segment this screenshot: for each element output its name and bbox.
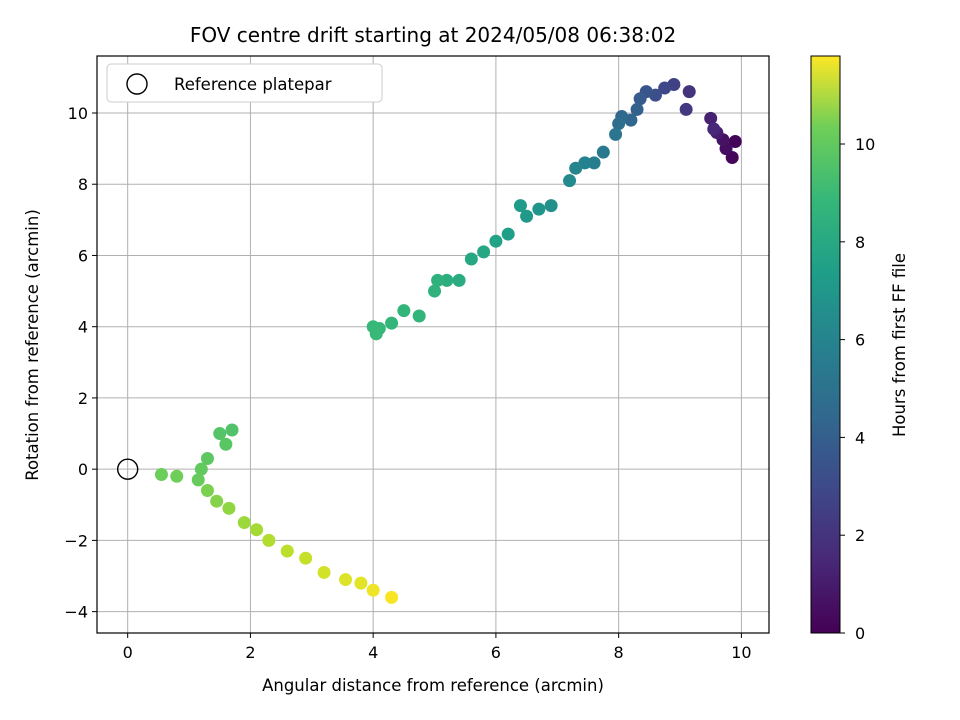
data-point xyxy=(532,202,546,216)
y-tick-label: 2 xyxy=(78,389,88,408)
colorbar: 0 2 4 6 8 10 Hours from first FF file xyxy=(810,55,909,643)
data-point xyxy=(317,565,331,579)
x-tick-label: 8 xyxy=(614,643,624,662)
data-point xyxy=(707,122,721,136)
colorbar-ticks: 0 2 4 6 8 10 xyxy=(840,135,875,643)
data-point xyxy=(385,590,399,604)
reference-marker xyxy=(116,458,139,480)
legend-box xyxy=(106,63,383,103)
plot-frame xyxy=(96,55,770,634)
data-point xyxy=(262,533,276,547)
colorbar-label: Hours from first FF file xyxy=(890,253,909,437)
x-tick-label: 4 xyxy=(368,643,378,662)
data-point xyxy=(596,145,610,159)
x-tick-label: 6 xyxy=(491,643,501,662)
data-point xyxy=(366,583,380,597)
data-point xyxy=(563,174,577,188)
data-point xyxy=(225,423,239,437)
colorbar-gradient xyxy=(810,55,841,634)
data-point xyxy=(658,81,672,95)
data-point xyxy=(704,111,718,125)
data-point xyxy=(219,437,233,451)
colorbar-tick-label: 6 xyxy=(855,331,865,350)
colorbar-tick-label: 4 xyxy=(855,428,865,447)
data-point xyxy=(612,117,626,131)
data-point xyxy=(237,516,251,530)
data-point xyxy=(280,544,294,558)
data-point xyxy=(194,462,208,476)
colorbar-tick-label: 2 xyxy=(855,526,865,545)
y-axis-ticks: −4 −2 0 2 4 6 8 10 xyxy=(64,104,97,622)
data-point xyxy=(501,227,515,241)
legend-label: Reference platepar xyxy=(174,75,332,94)
y-tick-label: −2 xyxy=(64,531,88,550)
x-axis-label: Angular distance from reference (arcmin) xyxy=(262,676,604,695)
data-point xyxy=(513,199,527,213)
data-point xyxy=(679,102,693,116)
legend: Reference platepar xyxy=(106,63,383,103)
y-axis-label: Rotation from reference (arcmin) xyxy=(23,209,42,481)
data-point xyxy=(452,273,466,287)
chart-title: FOV centre drift starting at 2024/05/08 … xyxy=(190,23,676,47)
data-point xyxy=(200,451,214,465)
data-point xyxy=(191,473,205,487)
data-point xyxy=(428,284,442,298)
data-point xyxy=(520,209,534,223)
data-point xyxy=(339,573,353,587)
data-point xyxy=(464,252,478,266)
x-tick-label: 0 xyxy=(123,643,133,662)
data-point xyxy=(440,273,454,287)
data-point xyxy=(412,309,426,323)
legend-marker-icon xyxy=(126,73,148,95)
colorbar-tick-label: 0 xyxy=(855,624,865,643)
colorbar-tick-label: 10 xyxy=(855,135,875,154)
colorbar-tick-label: 8 xyxy=(855,233,865,252)
data-point xyxy=(569,161,583,175)
data-point xyxy=(587,156,601,170)
data-point xyxy=(489,234,503,248)
data-point xyxy=(250,523,264,537)
x-tick-label: 2 xyxy=(245,643,255,662)
data-point xyxy=(210,494,224,508)
y-tick-label: 8 xyxy=(78,175,88,194)
data-point xyxy=(170,469,184,483)
data-point xyxy=(369,327,383,341)
y-tick-label: 4 xyxy=(78,318,88,337)
grid xyxy=(97,56,769,633)
data-point xyxy=(544,199,558,213)
data-point xyxy=(385,316,399,330)
y-tick-label: 0 xyxy=(78,460,88,479)
x-tick-label: 10 xyxy=(731,643,751,662)
data-point xyxy=(213,427,227,441)
data-point xyxy=(397,304,411,318)
data-point xyxy=(299,551,313,565)
data-point xyxy=(222,501,236,515)
data-point xyxy=(431,273,445,287)
data-point xyxy=(682,85,696,99)
y-tick-label: 10 xyxy=(68,104,88,123)
data-point xyxy=(728,134,742,148)
y-tick-label: −4 xyxy=(64,603,88,622)
data-point xyxy=(633,92,647,106)
data-point xyxy=(609,127,623,141)
data-points xyxy=(116,77,742,604)
x-axis-ticks: 0 2 4 6 8 10 xyxy=(123,633,752,662)
y-tick-label: 6 xyxy=(78,246,88,265)
data-point xyxy=(630,102,644,116)
data-point xyxy=(200,484,214,498)
data-point xyxy=(354,576,368,590)
data-point xyxy=(154,468,168,482)
data-point xyxy=(477,245,491,259)
